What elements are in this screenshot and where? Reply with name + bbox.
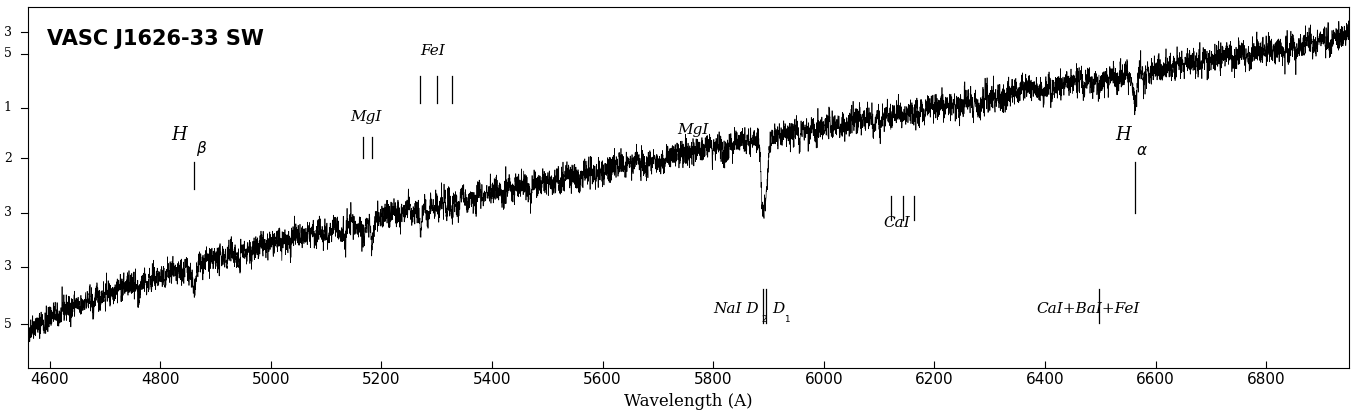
- Text: NaI D: NaI D: [713, 302, 759, 316]
- Text: 5: 5: [4, 48, 12, 60]
- Text: 5: 5: [4, 318, 12, 331]
- Text: 1: 1: [4, 101, 12, 114]
- Text: H: H: [1115, 126, 1131, 144]
- Text: 3: 3: [4, 26, 12, 39]
- Text: H: H: [171, 126, 187, 144]
- Text: 2: 2: [4, 152, 12, 165]
- Text: $\beta$: $\beta$: [197, 139, 207, 158]
- Text: MgI: MgI: [677, 123, 709, 138]
- Text: $_2$: $_2$: [761, 311, 767, 325]
- Text: $_1$: $_1$: [784, 311, 791, 325]
- Text: FeI: FeI: [420, 45, 445, 58]
- Text: VASC J1626-33 SW: VASC J1626-33 SW: [47, 29, 264, 49]
- Text: CaI+BaI+FeI: CaI+BaI+FeI: [1036, 302, 1140, 316]
- Text: 3: 3: [4, 260, 12, 273]
- Text: $\alpha$: $\alpha$: [1136, 144, 1149, 158]
- Text: 3: 3: [4, 206, 12, 219]
- Text: D: D: [773, 302, 785, 316]
- Text: MgI: MgI: [350, 110, 381, 124]
- Text: CaI: CaI: [884, 216, 910, 230]
- X-axis label: Wavelength (A): Wavelength (A): [624, 393, 753, 410]
